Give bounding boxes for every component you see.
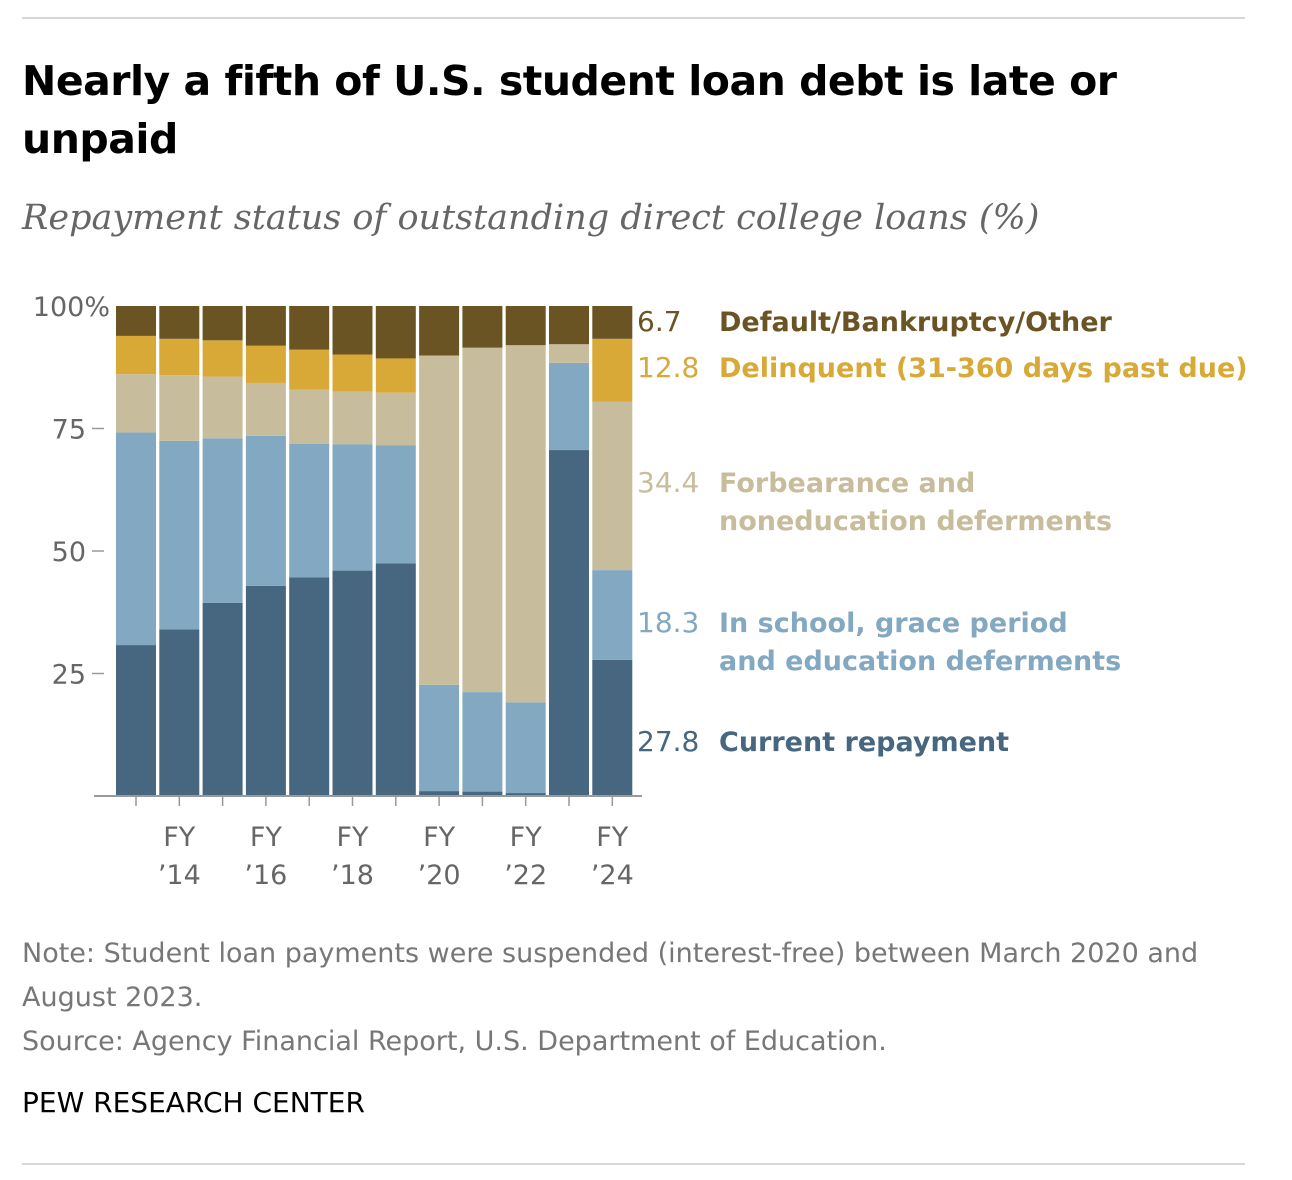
bar-segment	[159, 306, 200, 339]
x-tick-label-year: ’18	[331, 860, 374, 891]
source-text: Source: Agency Financial Report, U.S. De…	[22, 1026, 887, 1057]
bar-segment	[159, 629, 200, 796]
bar-segment	[549, 306, 589, 345]
bar-segment	[332, 391, 373, 445]
y-tick-label: 50	[52, 537, 86, 568]
bar-segment	[505, 345, 546, 703]
bar-segment	[462, 347, 503, 693]
series-name-label: Default/Bankruptcy/Other	[719, 307, 1113, 338]
bar-segment	[245, 585, 286, 796]
bar-segment	[592, 570, 633, 660]
bar-segment	[332, 354, 373, 392]
series-name-label: Current repayment	[719, 727, 1009, 758]
bar-segment	[289, 306, 330, 350]
series-value-label: 34.4	[637, 466, 699, 499]
bars-layer	[116, 306, 633, 796]
bar-segment	[592, 401, 633, 571]
bar-segment	[159, 440, 200, 630]
bar-segment	[419, 791, 460, 796]
bar-segment	[592, 659, 633, 796]
x-tick-label-year: ’22	[504, 860, 547, 891]
bar-segment	[332, 306, 373, 355]
bar-segment	[375, 358, 416, 393]
series-name-label: Forbearance and	[719, 468, 975, 499]
bar-segment	[592, 338, 633, 402]
note-text: Note: Student loan payments were suspend…	[22, 938, 1199, 1013]
x-tick-label-fy: FY	[163, 822, 196, 853]
x-tick-label-fy: FY	[336, 822, 369, 853]
bar-segment	[505, 306, 546, 346]
series-value-label: 18.3	[637, 606, 699, 639]
bar-segment	[202, 376, 243, 439]
series-value-label: 6.7	[637, 305, 682, 338]
x-tick-label-fy: FY	[250, 822, 283, 853]
bar-segment	[289, 349, 330, 390]
bar-segment	[245, 435, 286, 586]
chart-title: Nearly a fifth of U.S. student loan debt…	[22, 57, 1117, 163]
bar-segment	[332, 444, 373, 571]
x-tick-label-year: ’24	[591, 860, 634, 891]
bar-segment	[202, 340, 243, 377]
bar-segment	[462, 306, 503, 348]
bar-segment	[332, 570, 373, 796]
y-tick-label: 25	[52, 660, 86, 691]
x-tick-label-year: ’14	[158, 860, 201, 891]
y-tick-label: 75	[52, 415, 86, 446]
bar-segment	[116, 374, 156, 433]
x-tick-label-fy: FY	[423, 822, 456, 853]
axes-layer: FY ’14 FY ’16 FY ’18 FY ’20 FY ’22 FY ’24 100% 75 50 25	[33, 292, 642, 891]
bar-segment	[202, 306, 243, 341]
series-labels: 6.7 Default/Bankruptcy/Other 12.8 Delinquen…	[637, 305, 1248, 758]
x-tick-label-fy: FY	[510, 822, 543, 853]
bar-segment	[245, 382, 286, 436]
bar-segment	[592, 306, 633, 339]
bar-segment	[375, 445, 416, 564]
bar-segment	[549, 344, 589, 363]
bar-segment	[289, 443, 330, 578]
bar-segment	[549, 450, 589, 796]
bar-segment	[505, 702, 546, 794]
bar-segment	[245, 345, 286, 383]
bar-segment	[159, 375, 200, 441]
bottom-rule	[22, 1163, 1245, 1165]
bar-segment	[462, 692, 503, 792]
bar-segment	[505, 793, 546, 796]
bar-segment	[245, 306, 286, 346]
bar-segment	[375, 306, 416, 359]
bar-segment	[289, 389, 330, 444]
bar-segment	[549, 362, 589, 451]
bar-segment	[116, 645, 156, 796]
stacked-bar-chart: FY ’14 FY ’16 FY ’18 FY ’20 FY ’22 FY ’24 100% 75 50 25…	[33, 292, 1248, 891]
bar-segment	[375, 392, 416, 446]
series-name-label: and education deferments	[719, 646, 1121, 677]
bar-segment	[116, 306, 156, 336]
series-name-label: Delinquent (31-360 days past due)	[719, 353, 1248, 384]
bar-segment	[419, 355, 460, 685]
bar-segment	[419, 306, 460, 356]
footnote: Note: Student loan payments were suspend…	[22, 932, 1272, 1064]
x-tick-label-fy: FY	[596, 822, 629, 853]
bar-segment	[202, 438, 243, 603]
bar-segment	[419, 684, 460, 792]
series-value-label: 27.8	[637, 725, 699, 758]
top-rule	[22, 17, 1245, 19]
bar-segment	[116, 335, 156, 375]
series-name-label: noneducation deferments	[719, 506, 1112, 537]
bar-segment	[116, 432, 156, 646]
bar-segment	[289, 577, 330, 796]
publisher-credit: PEW RESEARCH CENTER	[22, 1086, 365, 1119]
series-value-label: 12.8	[637, 351, 699, 384]
bar-segment	[462, 791, 503, 796]
x-tick-label-year: ’20	[418, 860, 461, 891]
bar-segment	[202, 602, 243, 796]
x-tick-label-year: ’16	[244, 860, 287, 891]
series-name-label: In school, grace period	[719, 608, 1068, 639]
y-tick-label: 100%	[33, 292, 110, 323]
bar-segment	[375, 563, 416, 796]
chart-subtitle: Repayment status of outstanding direct c…	[22, 198, 1040, 238]
bar-segment	[159, 338, 200, 376]
